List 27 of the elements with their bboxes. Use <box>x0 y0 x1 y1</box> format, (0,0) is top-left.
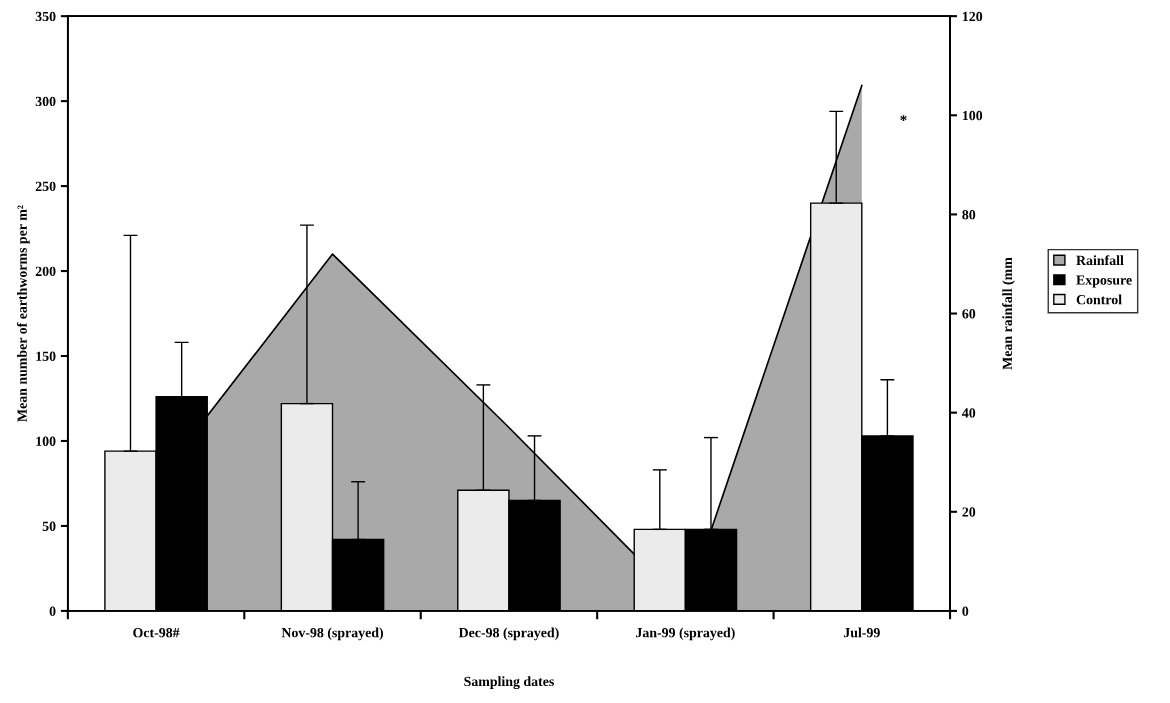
y2-tick-label: 0 <box>962 606 969 616</box>
y2-tick-label: 120 <box>962 11 983 22</box>
y-tick-label: 50 <box>42 521 56 531</box>
y-tick-label: 250 <box>35 181 56 192</box>
x-tick-label: Dec-98 (sprayed) <box>458 627 559 641</box>
y-tick-label: 200 <box>35 266 56 277</box>
legend-label: Exposure <box>1076 275 1132 288</box>
legend-label: Control <box>1076 294 1122 305</box>
y-tick-label: 350 <box>35 11 56 22</box>
y2-tick-label: 20 <box>962 507 976 517</box>
y-tick-label: 100 <box>36 436 56 446</box>
x-tick-label: Nov-98 (sprayed) <box>281 627 384 641</box>
y2-tick-label: 100 <box>962 110 983 121</box>
y-axis-title: Mean number of earthworms per m² <box>16 205 30 422</box>
x-tick-label: Oct-98# <box>133 627 180 638</box>
legend-label: Rainfall <box>1076 255 1124 266</box>
y2-axis-title: Mean rainfall (mm <box>1002 257 1015 370</box>
x-tick-label: Jul-99 <box>843 627 880 638</box>
y2-tick-label: 40 <box>962 408 976 418</box>
x-tick-label: Jan-99 (sprayed) <box>636 627 735 641</box>
y2-tick-label: 60 <box>962 309 976 319</box>
y2-tick-label: 80 <box>962 210 976 220</box>
y-tick-label: 150 <box>36 351 56 361</box>
y-tick-label: 0 <box>49 606 56 616</box>
y-tick-label: 300 <box>35 96 56 107</box>
annotation: * <box>900 115 907 121</box>
x-axis-title: Sampling dates <box>464 676 554 690</box>
